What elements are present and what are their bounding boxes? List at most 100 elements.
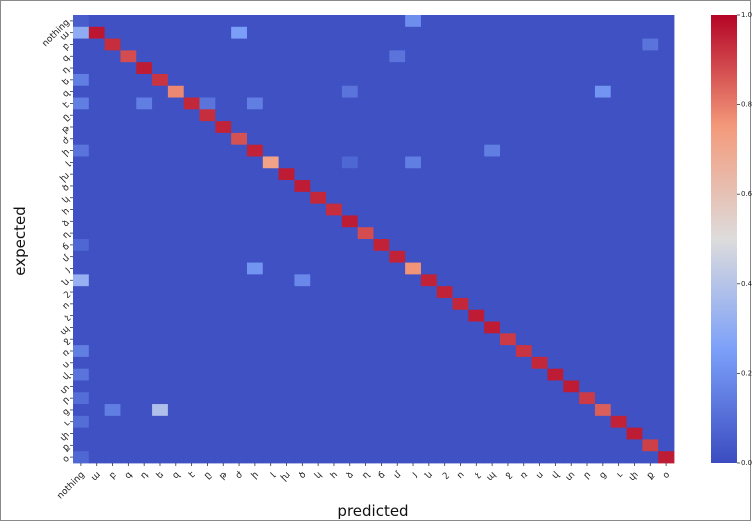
heatmap-cell-r34-c32: [579, 415, 596, 429]
heatmap-cell-r25-c11: [246, 309, 264, 322]
heatmap-cell-r8-c15: [310, 109, 327, 122]
heatmap-cell-r4-c0: [73, 62, 90, 75]
heatmap-cell-r19-c21: [405, 239, 422, 252]
heatmap-cell-r11-c34: [610, 144, 627, 157]
heatmap-cell-r8-c25: [468, 109, 485, 122]
heatmap-cell-r37-c35: [626, 451, 643, 464]
heatmap-cell-r28-c30: [547, 345, 564, 358]
heatmap-cell-r30-c0: [73, 368, 90, 381]
heatmap-cell-r4-c32: [579, 62, 596, 75]
y-tick-label: ե: [61, 77, 72, 88]
heatmap-cell-r25-c28: [515, 309, 533, 322]
heatmap-cell-r30-c5: [152, 368, 169, 381]
heatmap-cell-r8-c1: [88, 109, 106, 122]
heatmap-cell-r6-c35: [626, 85, 643, 98]
heatmap-cell-r10-c14: [294, 132, 311, 146]
heatmap-cell-r35-c28: [515, 427, 533, 440]
heatmap-cell-r12-c17: [341, 156, 359, 169]
heatmap-cell-r37-c32: [579, 451, 596, 464]
heatmap-cell-r4-c4: [136, 62, 153, 75]
heatmap-cell-r20-c5: [152, 250, 169, 263]
heatmap-cell-r28-c21: [405, 345, 422, 358]
x-tick-label: դ: [139, 470, 150, 481]
heatmap-cell-r14-c21: [405, 180, 422, 193]
heatmap-cell-r18-c15: [310, 227, 327, 240]
heatmap-cell-r34-c8: [199, 415, 216, 429]
heatmap-cell-r10-c6: [167, 132, 185, 146]
heatmap-cell-r7-c8: [199, 97, 216, 110]
heatmap-cell-r37-c13: [278, 451, 295, 464]
heatmap-cell-r26-c18: [357, 321, 374, 334]
heatmap-cell-r12-c30: [547, 156, 564, 169]
heatmap-cell-r3-c20: [389, 50, 406, 63]
heatmap-cell-r35-c11: [246, 427, 264, 440]
heatmap-cell-r33-c8: [199, 404, 216, 417]
heatmap-cell-r25-c35: [626, 309, 643, 322]
heatmap-cell-r35-c37: [658, 427, 675, 440]
heatmap-cell-r36-c34: [610, 439, 627, 452]
heatmap-cell-r29-c27: [500, 356, 517, 370]
heatmap-cell-r0-c26: [484, 15, 501, 28]
heatmap-cell-r36-c3: [120, 439, 137, 452]
heatmap-cell-r24-c30: [547, 297, 564, 311]
heatmap-cell-r2-c21: [405, 38, 422, 51]
heatmap-cell-r25-c16: [326, 309, 343, 322]
heatmap-cell-r10-c16: [326, 132, 343, 146]
heatmap-cell-r7-c2: [104, 97, 121, 110]
y-tick-label: վ: [61, 371, 72, 382]
heatmap-cell-r9-c30: [547, 121, 564, 134]
heatmap-cell-r7-c7: [183, 97, 200, 110]
heatmap-cell-r3-c34: [610, 50, 627, 63]
heatmap-cell-r33-c9: [215, 404, 232, 417]
heatmap-cell-r8-c17: [341, 109, 359, 122]
heatmap-cell-r32-c24: [452, 392, 469, 405]
heatmap-cell-r4-c3: [120, 62, 137, 75]
heatmap-cell-r18-c20: [389, 227, 406, 240]
heatmap-cell-r16-c7: [183, 203, 200, 216]
heatmap-cell-r12-c1: [88, 156, 106, 169]
heatmap-cell-r10-c33: [594, 132, 612, 146]
heatmap-cell-r3-c10: [231, 50, 248, 63]
colorbar-tick-label: 1.0: [741, 11, 752, 19]
heatmap-cell-r27-c36: [642, 333, 659, 346]
heatmap-cell-r36-c25: [468, 439, 485, 452]
heatmap-cell-r15-c22: [420, 191, 438, 205]
heatmap-cell-r11-c12: [262, 144, 280, 157]
heatmap-cell-r31-c25: [468, 380, 485, 393]
heatmap-cell-r29-c29: [531, 356, 548, 370]
heatmap-cell-r26-c11: [246, 321, 264, 334]
heatmap-cell-r4-c23: [436, 62, 453, 75]
heatmap-cell-r36-c9: [215, 439, 232, 452]
heatmap-cell-r18-c29: [531, 227, 548, 240]
heatmap-cell-r19-c33: [594, 239, 612, 252]
heatmap-cell-r11-c7: [183, 144, 200, 157]
heatmap-cell-r6-c10: [231, 85, 248, 98]
heatmap-cell-r31-c36: [642, 380, 659, 393]
heatmap-cell-r26-c25: [468, 321, 485, 334]
heatmap-cell-r23-c0: [73, 286, 90, 299]
heatmap-cell-r16-c5: [152, 203, 169, 216]
heatmap-cell-r26-c8: [199, 321, 216, 334]
heatmap-cell-r24-c37: [658, 297, 675, 311]
heatmap-cell-r37-c3: [120, 451, 137, 464]
heatmap-cell-r27-c6: [167, 333, 185, 346]
heatmap-cell-r27-c8: [199, 333, 216, 346]
heatmap-cell-r28-c34: [610, 345, 627, 358]
heatmap-cell-r9-c23: [436, 121, 453, 134]
heatmap-cell-r11-c5: [152, 144, 169, 157]
heatmap-cell-r14-c37: [658, 180, 675, 193]
heatmap-cell-r20-c29: [531, 250, 548, 263]
heatmap-cell-r25-c10: [231, 309, 248, 322]
heatmap-cell-r19-c9: [215, 239, 232, 252]
heatmap-cell-r28-c35: [626, 345, 643, 358]
heatmap-cell-r13-c20: [389, 168, 406, 181]
heatmap-cell-r16-c9: [215, 203, 232, 216]
heatmap-cell-r1-c18: [357, 26, 374, 39]
heatmap-cell-r12-c10: [231, 156, 248, 169]
heatmap-cell-r26-c2: [104, 321, 121, 334]
heatmap-cell-r21-c22: [420, 262, 438, 275]
heatmap-cell-r7-c4: [136, 97, 153, 110]
heatmap-cell-r25-c7: [183, 309, 200, 322]
heatmap-cell-r33-c20: [389, 404, 406, 417]
heatmap-cell-r18-c26: [484, 227, 501, 240]
